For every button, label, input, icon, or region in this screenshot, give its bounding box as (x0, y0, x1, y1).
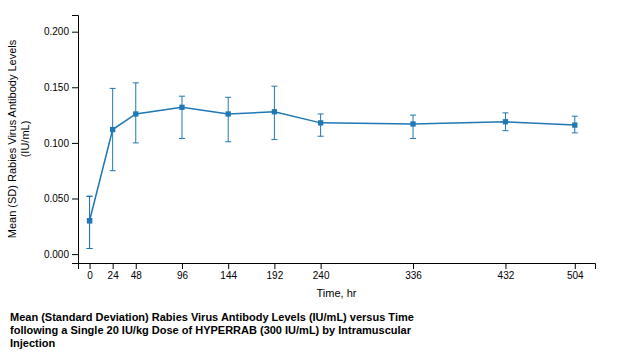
x-tick-label: 240 (313, 270, 330, 281)
x-tick-label: 192 (267, 270, 284, 281)
x-tick-label: 96 (177, 270, 189, 281)
marker (133, 111, 138, 116)
x-tick: 96 (177, 263, 189, 281)
chart: 0 24 48 96 144 192 240 336 432 504 0.000 0.050 0.100… (0, 0, 617, 358)
x-tick: 144 (220, 263, 237, 281)
error-bar (179, 96, 185, 138)
x-axis-label: Time, hr (317, 287, 357, 299)
y-tick: 0.150 (44, 82, 78, 93)
x-tick: 432 (498, 263, 515, 281)
marker (318, 120, 323, 125)
x-tick-label: 336 (405, 270, 422, 281)
line (90, 107, 575, 220)
plot: 0 24 48 96 144 192 240 336 432 504 0.000 0.050 0.100… (6, 16, 596, 300)
y-tick: 0.050 (44, 193, 78, 204)
x-axis: 0 24 48 96 144 192 240 336 432 504 (79, 263, 596, 281)
x-tick-label: 24 (108, 270, 120, 281)
markers (87, 105, 578, 224)
x-tick-mark (136, 263, 137, 269)
marker (572, 122, 577, 127)
caption-line: Mean (Standard Deviation) Rabies Virus A… (10, 311, 414, 323)
y-tick: 0.000 (44, 249, 78, 260)
x-tick-label: 432 (498, 270, 515, 281)
marker (503, 119, 508, 124)
caption: Mean (Standard Deviation) Rabies Virus A… (10, 311, 414, 349)
y-tick-label: 0.100 (44, 138, 69, 149)
y-tick: 0.100 (44, 138, 78, 149)
x-tick-mark (505, 263, 506, 269)
caption-line: Injection (10, 337, 56, 349)
y-tick: 0.200 (44, 26, 78, 37)
error-bars (87, 83, 578, 249)
x-tick-mark (90, 263, 91, 269)
error-bar (572, 116, 578, 133)
y-tick-mark (72, 87, 78, 88)
marker (87, 218, 92, 223)
error-bar (410, 115, 416, 138)
marker (410, 121, 415, 126)
x-tick-label: 48 (131, 270, 143, 281)
x-tick-mark (228, 263, 229, 269)
x-tick: 48 (131, 263, 143, 281)
error-bar (318, 114, 324, 136)
marker (179, 105, 184, 110)
y-tick-mark (72, 254, 78, 255)
y-axis-label-line: Mean (SD) Rabies Virus Antibody Levels (6, 39, 18, 238)
x-tick-label: 144 (220, 270, 237, 281)
x-tick: 336 (405, 263, 422, 281)
y-tick-mark (72, 143, 78, 144)
x-tick-mark (274, 263, 275, 269)
x-tick-mark (182, 263, 183, 269)
y-tick-label: 0.000 (44, 249, 69, 260)
y-axis-label-line: (IU/mL) (19, 121, 31, 158)
y-axis: 0.000 0.050 0.100 0.150 0.200 (44, 16, 79, 264)
error-bar (133, 83, 139, 143)
error-bar (87, 196, 93, 248)
marks (87, 83, 578, 249)
y-tick-label: 0.200 (44, 26, 69, 37)
y-axis-line (72, 16, 79, 264)
x-tick-mark (575, 263, 576, 269)
error-bar (110, 88, 116, 170)
x-tick: 0 (87, 263, 93, 281)
y-tick-mark (72, 32, 78, 33)
x-tick-label: 0 (87, 270, 93, 281)
error-bar (225, 97, 231, 141)
marker (87, 218, 92, 223)
marker (110, 127, 115, 132)
marker (226, 111, 231, 116)
error-bar (87, 196, 93, 248)
x-tick-mark (113, 263, 114, 269)
caption-line: following a Single 20 IU/kg Dose of HYPE… (10, 324, 412, 336)
error-bar (502, 113, 508, 131)
y-tick-label: 0.150 (44, 82, 69, 93)
error-bar (271, 86, 277, 139)
y-tick-label: 0.050 (44, 193, 69, 204)
y-tick-mark (72, 198, 78, 199)
x-tick-mark (413, 263, 414, 269)
x-axis-line (79, 264, 596, 270)
x-tick-label: 504 (567, 270, 584, 281)
x-tick-mark (321, 263, 322, 269)
x-tick: 24 (108, 263, 120, 281)
x-tick: 504 (567, 263, 584, 281)
marker (272, 109, 277, 114)
y-axis-label: Mean (SD) Rabies Virus Antibody Levels(I… (6, 39, 31, 238)
x-tick: 192 (267, 263, 284, 281)
x-tick: 240 (313, 263, 330, 281)
